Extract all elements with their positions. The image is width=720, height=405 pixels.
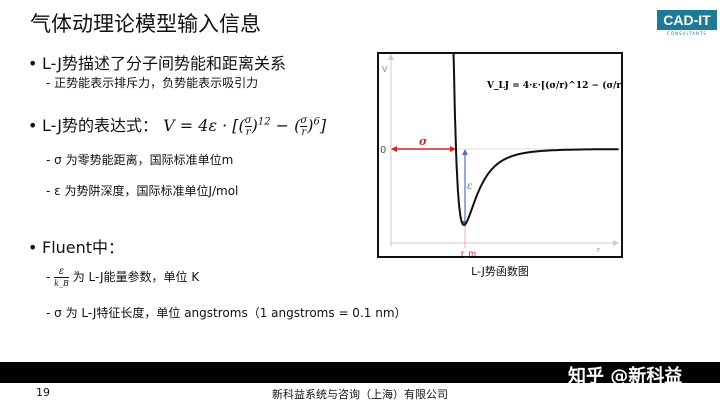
y-axis-arrow bbox=[388, 54, 394, 60]
epsilon-over-kb: ε k_B bbox=[54, 266, 69, 289]
bullet-1: • L-J势描述了分子间势能和距离关系 bbox=[28, 54, 287, 73]
epsilon-label: ε bbox=[467, 181, 472, 192]
lj-potential-diagram: V r 0 σ ε r_m V_LJ = 4·ε·[(σ/r)^12 − (σ/… bbox=[377, 52, 623, 258]
energy-param-text: 为 L-J能量参数，单位 K bbox=[72, 270, 200, 284]
sigma-label: σ bbox=[419, 135, 428, 148]
sigma-arrowhead-right bbox=[450, 146, 456, 152]
rm-label: r_m bbox=[461, 249, 476, 258]
bullet-text: Fluent中： bbox=[42, 238, 125, 257]
epsilon-arrowhead-top bbox=[462, 149, 468, 155]
footer-bar bbox=[0, 362, 720, 383]
page-number: 19 bbox=[36, 386, 50, 399]
diagram-caption: L-J势函数图 bbox=[471, 265, 529, 278]
watermark: 知乎 @新科益 bbox=[568, 366, 683, 387]
x-axis-label: r bbox=[597, 246, 600, 254]
lj-formula: V = 4ε · [(σ r)12 − (σ r)6] bbox=[163, 115, 327, 138]
page-title: 气体动理论模型输入信息 bbox=[30, 12, 261, 36]
bullet-3-sub-length: - σ 为 L-J特征长度，单位 angstroms（1 angstroms =… bbox=[46, 306, 407, 320]
bullet-2: • L-J势的表达式： V = 4ε · [(σ r)12 − (σ r)6] bbox=[28, 115, 327, 138]
diagram-formula: V_LJ = 4·ε·[(σ/r)^12 − (σ/r)^6] bbox=[486, 80, 623, 91]
bullet-2-sub-epsilon: - ε 为势阱深度，国际标准单位J/mol bbox=[46, 184, 239, 198]
frac-numerator: ε bbox=[54, 266, 69, 278]
frac-denominator: k_B bbox=[54, 279, 69, 288]
zero-label: 0 bbox=[380, 145, 386, 156]
sigma-arrowhead-left bbox=[391, 146, 397, 152]
company-logo-subtext: CONSULTANTS bbox=[667, 31, 707, 36]
bullet-text: L-J势的表达式： bbox=[42, 116, 159, 135]
footer-company: 新科益系统与咨询（上海）有限公司 bbox=[272, 388, 448, 401]
diagram-frame bbox=[377, 52, 623, 258]
company-logo: CAD-IT bbox=[657, 10, 717, 30]
bullet-text: L-J势描述了分子间势能和距离关系 bbox=[42, 54, 287, 73]
x-axis-arrow bbox=[613, 240, 619, 246]
bullet-2-sub-sigma: - σ 为零势能距离，国际标准单位m bbox=[46, 153, 234, 167]
bullet-1-sub: - 正势能表示排斥力，负势能表示吸引力 bbox=[46, 76, 259, 90]
lj-curve bbox=[448, 52, 619, 226]
bullet-3: • Fluent中： bbox=[28, 238, 125, 257]
bullet-3-sub-energy: - ε k_B 为 L-J能量参数，单位 K bbox=[46, 266, 200, 289]
y-axis-label: V bbox=[382, 65, 388, 74]
